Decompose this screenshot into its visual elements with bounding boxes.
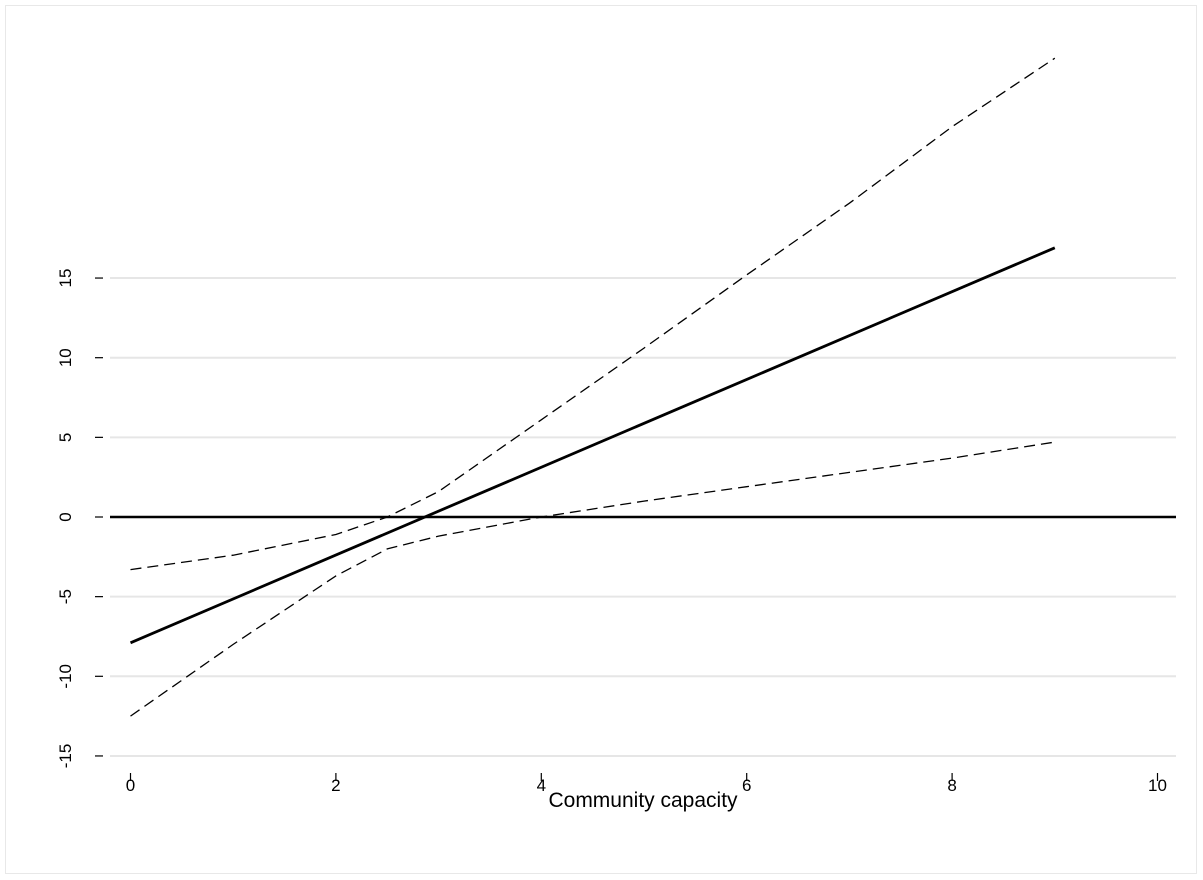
upper-ci-line — [130, 57, 1056, 571]
x-axis-title: Community capacity — [548, 789, 738, 812]
series-layer — [110, 57, 1176, 717]
x-tick-label: 2 — [331, 776, 340, 795]
x-tick-label: 6 — [742, 776, 751, 795]
x-tick-label: 4 — [537, 776, 546, 795]
y-tick-label: -5 — [56, 589, 75, 604]
x-tick-label: 8 — [947, 776, 956, 795]
grid-layer — [110, 277, 1176, 757]
chart-frame — [5, 5, 1197, 874]
x-tick-label: 0 — [126, 776, 135, 795]
y-tick-label: 5 — [56, 433, 75, 442]
y-tick-label: -10 — [56, 664, 75, 689]
estimate-line — [129, 246, 1056, 645]
y-tick-label: 15 — [56, 269, 75, 288]
y-tick-label: 10 — [56, 348, 75, 367]
lower-ci-line — [130, 441, 1055, 717]
y-tick-label: -15 — [56, 744, 75, 769]
x-tick-label: 10 — [1148, 776, 1167, 795]
axes: -15 -10 -5 0 5 10 15 0 2 4 6 8 10 — [56, 269, 1167, 795]
y-tick-label: 0 — [56, 512, 75, 521]
